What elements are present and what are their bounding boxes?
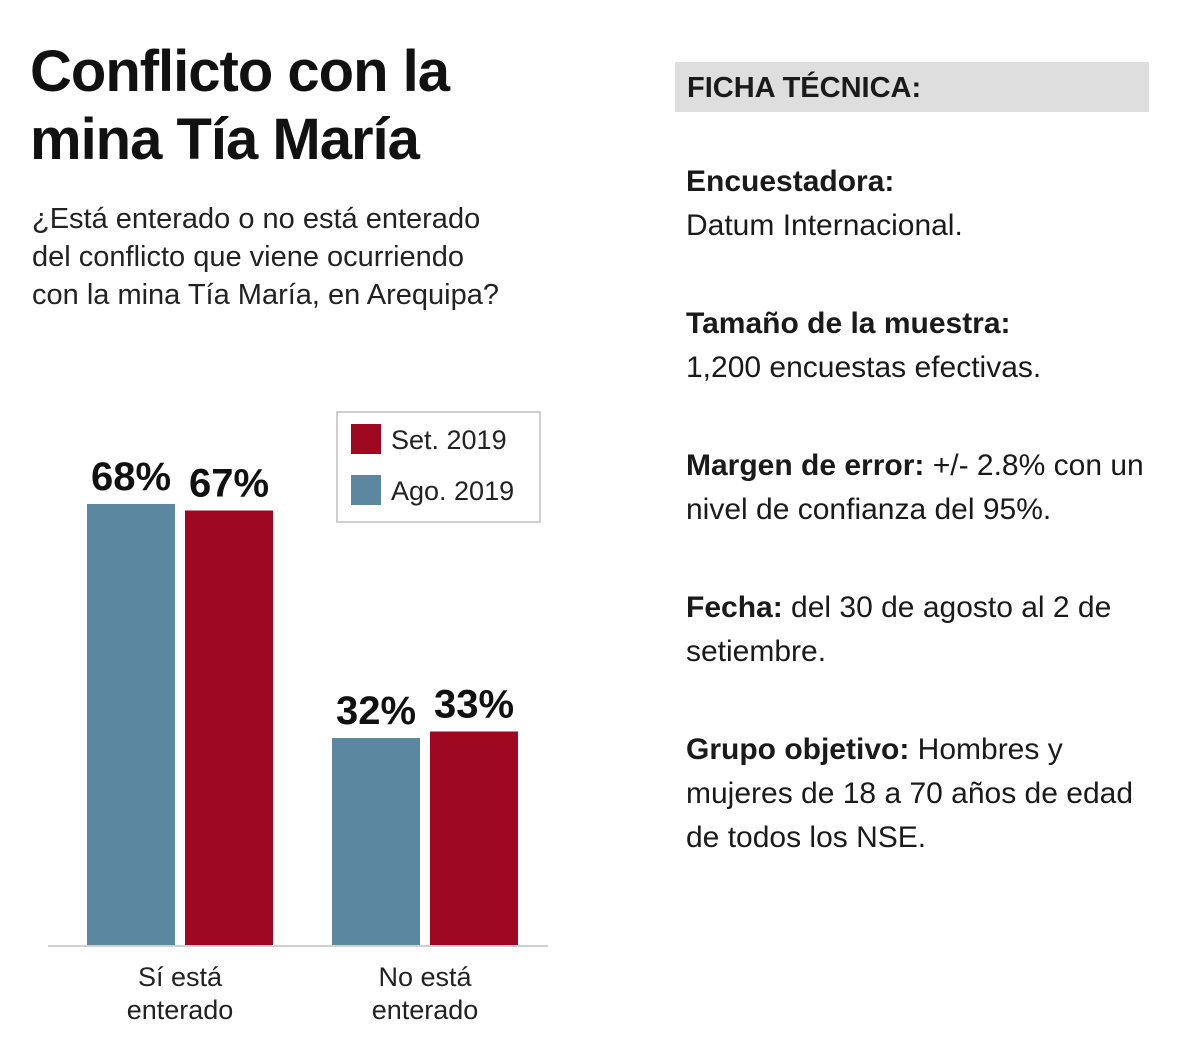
ficha-item-fecha: Fecha: del 30 de agosto al 2 de setiembr… bbox=[686, 586, 1156, 674]
survey-question: ¿Está enterado o no está enterado del co… bbox=[32, 203, 499, 311]
bar bbox=[332, 738, 420, 946]
data-label: 68% bbox=[91, 455, 171, 499]
bar bbox=[430, 731, 518, 946]
ficha-label: Encuestadora: bbox=[686, 165, 895, 198]
ficha-label: Fecha: bbox=[686, 591, 783, 624]
ficha-tecnica-header: FICHA TÉCNICA: bbox=[675, 62, 1149, 112]
ficha-tecnica: Encuestadora: Datum Internacional. Tamañ… bbox=[686, 160, 1156, 914]
ficha-text: Hombres y mujeres de 18 a 70 años de eda… bbox=[686, 733, 1133, 854]
bar bbox=[185, 510, 273, 946]
chart-title: Conflicto con la mina Tía María bbox=[30, 38, 630, 174]
category-label: Sí está enterado bbox=[127, 962, 234, 1025]
data-label: 33% bbox=[434, 683, 514, 727]
ficha-item-encuestadora: Encuestadora: Datum Internacional. bbox=[686, 160, 1156, 248]
ficha-label: Margen de error: bbox=[686, 449, 925, 482]
ficha-text: del 30 de agosto al 2 de setiembre. bbox=[686, 591, 1112, 668]
legend-swatch bbox=[351, 475, 381, 505]
ficha-text: +/- 2.8% con un nivel de confianza del 9… bbox=[686, 449, 1144, 526]
title-line-1: Conflicto con la bbox=[30, 39, 450, 104]
legend-swatch bbox=[351, 424, 381, 454]
category-label-line: Sí está bbox=[138, 962, 223, 992]
ficha-text: Datum Internacional. bbox=[686, 209, 963, 242]
legend-label: Ago. 2019 bbox=[391, 476, 514, 506]
category-label: No está enterado bbox=[372, 962, 479, 1025]
legend: Set. 2019 Ago. 2019 bbox=[336, 411, 541, 523]
ficha-item-margen: Margen de error: +/- 2.8% con un nivel d… bbox=[686, 444, 1156, 532]
ficha-text: 1,200 encuestas efectivas. bbox=[686, 351, 1042, 384]
data-label: 32% bbox=[336, 689, 416, 733]
category-label-line: enterado bbox=[127, 995, 234, 1025]
category-label-line: enterado bbox=[372, 995, 479, 1025]
ficha-item-grupo: Grupo objetivo: Hombres y mujeres de 18 … bbox=[686, 728, 1156, 860]
legend-label: Set. 2019 bbox=[391, 425, 507, 455]
category-label-line: No está bbox=[378, 962, 472, 992]
title-line-2: mina Tía María bbox=[30, 107, 420, 172]
ficha-label: Grupo objetivo: bbox=[686, 733, 910, 766]
data-label: 67% bbox=[189, 462, 269, 506]
ficha-label: Tamaño de la muestra: bbox=[686, 307, 1011, 340]
bars: 68% 67% 32% 33% bbox=[87, 455, 518, 946]
bar bbox=[87, 504, 175, 946]
ficha-item-muestra: Tamaño de la muestra: 1,200 encuestas ef… bbox=[686, 302, 1156, 390]
